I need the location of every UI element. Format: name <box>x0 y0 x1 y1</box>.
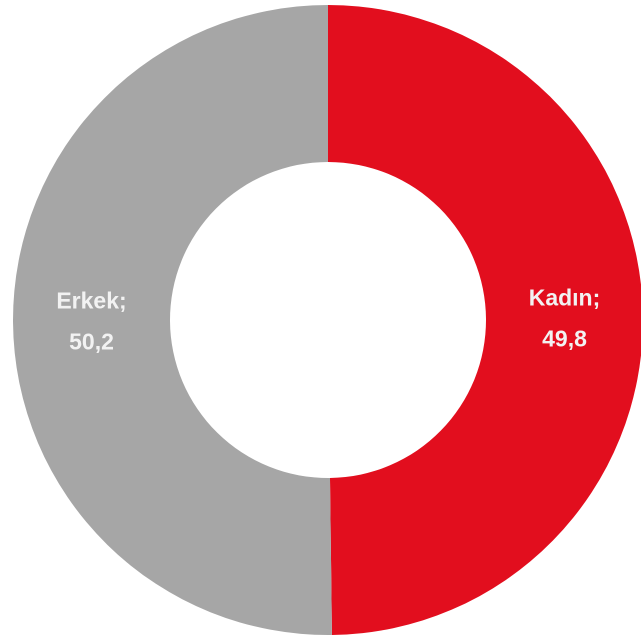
donut-segment <box>13 5 332 635</box>
value-label: 50,2 <box>69 329 114 355</box>
value-label: 49,8 <box>542 326 587 352</box>
donut-segment <box>328 5 641 635</box>
category-label: Erkek; <box>56 288 126 314</box>
category-label: Kadın; <box>529 285 601 311</box>
